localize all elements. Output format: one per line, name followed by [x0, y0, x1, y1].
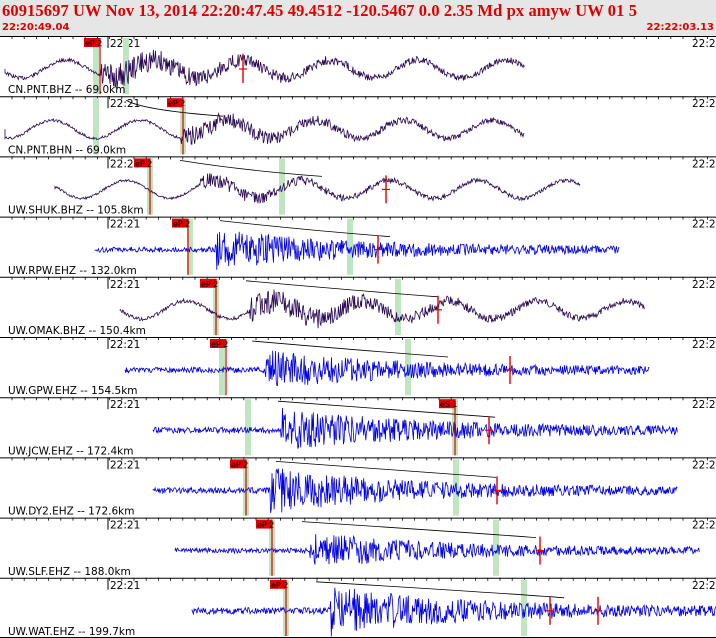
minute-label: 22:21 — [110, 399, 140, 411]
minute-label: 22:21 — [110, 339, 140, 351]
waveform — [119, 289, 645, 329]
pick-flag — [439, 399, 455, 409]
phase-marker — [123, 38, 129, 95]
pick-label: eP 2 — [257, 521, 274, 530]
phase-marker — [493, 519, 499, 576]
station-label: UW.OMAK.BHZ -- 150.4km — [8, 325, 146, 337]
minute-label-right: 22:21 — [692, 219, 716, 231]
phase-marker — [187, 218, 193, 275]
pick-label: eP 2 — [201, 280, 218, 289]
pick-flag — [270, 579, 286, 589]
phase-marker — [93, 98, 99, 155]
event-header: 60915697 UW Nov 13, 2014 22:20:47.45 49.… — [0, 0, 716, 36]
minute-label-right: 22:21 — [692, 580, 716, 592]
pick-flag — [134, 158, 150, 168]
minute-label: 22:21 — [110, 520, 140, 532]
waveform — [4, 112, 525, 145]
travel-time-curve — [245, 280, 439, 298]
travel-time-curve — [179, 160, 323, 177]
minute-label-right: 22:21 — [692, 459, 716, 471]
travel-time-curve — [315, 581, 565, 599]
minute-label-right: 22:21 — [692, 158, 716, 170]
waveform — [4, 49, 525, 90]
station-label: UW.SHUK.BHZ -- 105.8km — [8, 205, 144, 217]
pick-flag — [172, 218, 188, 228]
minute-label: 22:21 — [110, 98, 140, 110]
pick-flag — [256, 519, 272, 529]
pick-label: eP 2 — [173, 220, 190, 229]
waveform — [152, 468, 678, 513]
waveform — [152, 407, 678, 449]
station-label: UW.RPW.EHZ -- 132.0km — [8, 265, 137, 277]
minute-label-right: 22:21 — [692, 520, 716, 532]
minute-label: 22:21 — [110, 219, 140, 231]
minute-label: 22:21 — [110, 580, 140, 592]
minute-label-right: 22:21 — [692, 339, 716, 351]
pick-label: eP 2 — [211, 340, 228, 349]
waveform — [54, 173, 581, 204]
phase-marker — [279, 158, 285, 215]
pick-flag — [210, 339, 226, 348]
minute-label-right: 22:21 — [692, 38, 716, 50]
phase-marker — [219, 339, 225, 396]
pick-label: eS 1 — [440, 400, 458, 409]
station-label: CN.PNT.BHN -- 69.0km — [8, 144, 126, 156]
phase-marker — [347, 218, 353, 275]
travel-time-curve — [219, 220, 391, 237]
station-label: UW.WAT.EHZ -- 199.7km — [8, 626, 135, 638]
minute-label: 22:21 — [110, 279, 140, 291]
travel-time-curve — [275, 461, 497, 478]
travel-time-curve — [125, 99, 224, 117]
waveform — [94, 231, 620, 270]
phase-marker — [93, 38, 99, 95]
waveform — [191, 587, 716, 637]
phase-marker — [521, 579, 527, 636]
phase-marker — [245, 399, 251, 456]
pick-label: eP 2 — [85, 39, 102, 48]
travel-time-curve — [301, 521, 537, 538]
event-title: 60915697 UW Nov 13, 2014 22:20:47.45 49.… — [2, 1, 638, 20]
pick-flag — [230, 459, 246, 469]
minute-label-right: 22:21 — [692, 399, 716, 411]
travel-time-curve — [277, 400, 496, 418]
start-time-label: 22:20:49.04 — [2, 22, 70, 33]
travel-time-curve — [251, 340, 449, 358]
pick-label: eP 2 — [168, 99, 185, 108]
station-label: CN.PNT.BHZ -- 69.0km — [8, 84, 125, 96]
end-time-label: 22:22:03.13 — [646, 22, 714, 33]
minute-label-right: 22:21 — [692, 279, 716, 291]
station-label: UW.JCW.EHZ -- 172.4km — [8, 445, 134, 457]
pick-flag — [200, 278, 216, 288]
pick-flag — [167, 98, 183, 108]
pick-label: eP 2 — [271, 581, 288, 590]
pick-flag — [84, 38, 100, 47]
pick-label: eP 2 — [135, 159, 152, 168]
phase-marker — [395, 278, 401, 335]
station-label: UW.DY2.EHZ -- 172.6km — [8, 506, 135, 518]
waveform — [124, 350, 650, 386]
minute-label: 22:21 — [110, 158, 140, 170]
pick-label: eP 2 — [231, 460, 248, 469]
station-label: UW.SLF.EHZ -- 188.0km — [8, 566, 131, 578]
minute-label-right: 22:21 — [692, 98, 716, 110]
station-label: UW.GPW.EHZ -- 154.5km — [8, 385, 138, 397]
minute-label: 22:21 — [110, 459, 140, 471]
waveform — [174, 534, 700, 565]
